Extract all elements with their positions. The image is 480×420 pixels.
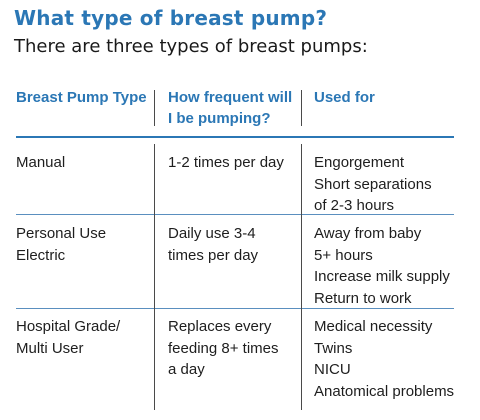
cell-line: Personal Use [16, 225, 107, 242]
row-divider-1 [16, 214, 454, 215]
header-frequency: How frequent will I be pumping? [168, 87, 292, 129]
header-used-for-line: Used for [314, 89, 375, 106]
column-divider-2 [301, 144, 302, 410]
cell-line: Replaces every [168, 318, 272, 335]
row-hospital-type: Hospital Grade/ Multi User [16, 316, 120, 359]
header-pump-type-line: Breast Pump Type [16, 89, 147, 106]
header-divider-2 [301, 90, 302, 126]
cell-line: Multi User [16, 339, 84, 357]
cell-line: Daily use 3-4 [168, 225, 256, 242]
header-used-for: Used for [314, 87, 375, 108]
row-manual-frequency: 1-2 times per day [168, 152, 284, 174]
cell-line: Short separations [314, 175, 432, 193]
cell-line: Away from baby [314, 225, 422, 242]
cell-line: Return to work [314, 289, 412, 307]
cell-line: Anatomical problems [314, 382, 455, 400]
cell-line: Twins [314, 339, 353, 357]
page-subtitle: There are three types of breast pumps: [14, 36, 368, 57]
cell-line: a day [168, 361, 205, 378]
cell-line: Hospital Grade/ [16, 318, 121, 335]
cell-line: Engorgement [314, 154, 405, 171]
row-personal-type: Personal Use Electric [16, 223, 106, 266]
row-personal-frequency: Daily use 3-4 times per day [168, 223, 258, 266]
column-divider-1 [154, 144, 155, 410]
cell-line: Increase milk supply [314, 268, 450, 285]
row-personal-used-for: Away from baby 5+ hours Increase milk su… [314, 223, 450, 309]
row-hospital-used-for: Medical necessity Twins NICU Anatomical … [314, 316, 454, 402]
row-manual-type: Manual [16, 152, 65, 174]
cell-line: Medical necessity [314, 318, 433, 335]
cell-line: NICU [314, 361, 351, 378]
header-frequency-line-2: I be pumping? [168, 110, 271, 127]
header-pump-type: Breast Pump Type [16, 87, 147, 108]
header-frequency-line-1: How frequent will [168, 89, 293, 106]
row-hospital-frequency: Replaces every feeding 8+ times a day [168, 316, 279, 381]
row-divider-2 [16, 308, 454, 309]
cell-line: 1-2 times per day [168, 154, 284, 171]
cell-line: 5+ hours [314, 246, 373, 264]
cell-line: times per day [168, 246, 259, 264]
cell-line: Manual [16, 154, 66, 171]
cell-line: feeding 8+ times [168, 339, 279, 357]
page-title: What type of breast pump? [14, 6, 328, 30]
header-rule [16, 136, 454, 138]
cell-line: of 2-3 hours [314, 197, 395, 214]
cell-line: Electric [16, 246, 66, 264]
header-divider-1 [154, 90, 155, 126]
row-manual-used-for: Engorgement Short separations of 2-3 hou… [314, 152, 432, 217]
